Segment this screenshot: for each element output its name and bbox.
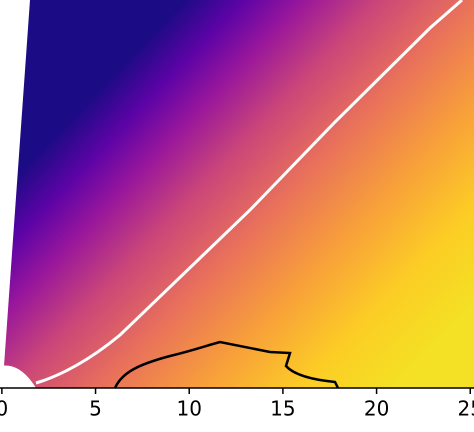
masked-region [0, 365, 36, 388]
white-contour [35, 0, 463, 385]
x-tick-label: 10 [176, 397, 201, 421]
black-contour [113, 340, 340, 389]
x-tick-label: 15 [270, 397, 295, 421]
x-tick-label: 25 [458, 397, 474, 421]
x-tick-label: 0 [0, 397, 8, 421]
x-tick-label: 20 [364, 397, 389, 421]
x-tick-label: 5 [89, 397, 102, 421]
masked-region [0, 0, 30, 366]
heatmap-field [0, 0, 474, 388]
heatmap [0, 0, 474, 389]
